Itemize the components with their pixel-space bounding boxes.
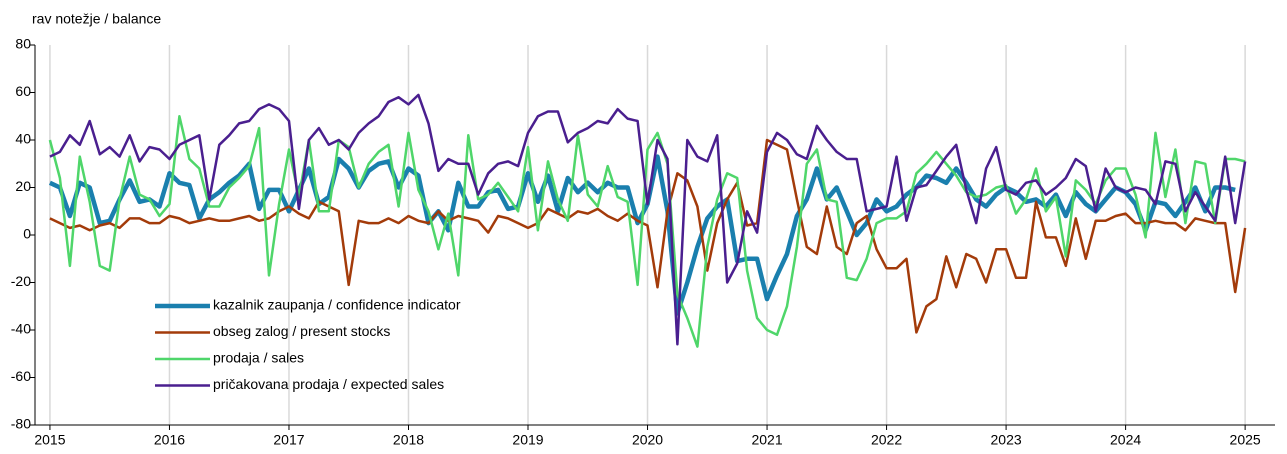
- legend-label: kazalnik zaupanja / confidence indicator: [213, 297, 461, 313]
- series-line: [49, 93, 1247, 346]
- y-tick-label: -40: [11, 321, 31, 337]
- y-tick-label: 80: [15, 36, 31, 52]
- y-tick-label: 0: [23, 226, 31, 242]
- legend-label: obseg zalog / present stocks: [213, 323, 390, 339]
- series-line: [48, 154, 1236, 316]
- y-tick-label: -60: [11, 368, 31, 384]
- x-tick-label: 2022: [871, 432, 902, 448]
- x-tick-label: 2023: [991, 432, 1022, 448]
- x-tick-label: 2018: [393, 432, 424, 448]
- x-tick-label: 2016: [154, 432, 185, 448]
- y-tick-label: 20: [15, 178, 31, 194]
- series-line: [49, 138, 1247, 334]
- y-tick-label: -20: [11, 273, 31, 289]
- x-tick-label: 2021: [751, 432, 782, 448]
- x-tick-label: 2020: [632, 432, 663, 448]
- x-tick-label: 2024: [1110, 432, 1141, 448]
- y-tick-label: 40: [15, 131, 31, 147]
- legend-label: prodaja / sales: [213, 350, 304, 366]
- legend-label: pričakovana prodaja / expected sales: [213, 376, 444, 392]
- x-tick-label: 2017: [273, 432, 304, 448]
- y-axis-title: rav notežje / balance: [32, 11, 161, 27]
- x-tick-label: 2019: [512, 432, 543, 448]
- series-line: [48, 115, 1246, 348]
- y-tick-label: -80: [11, 416, 31, 432]
- x-tick-label: 2015: [34, 432, 65, 448]
- x-tick-label: 2025: [1230, 432, 1261, 448]
- y-tick-label: 60: [15, 83, 31, 99]
